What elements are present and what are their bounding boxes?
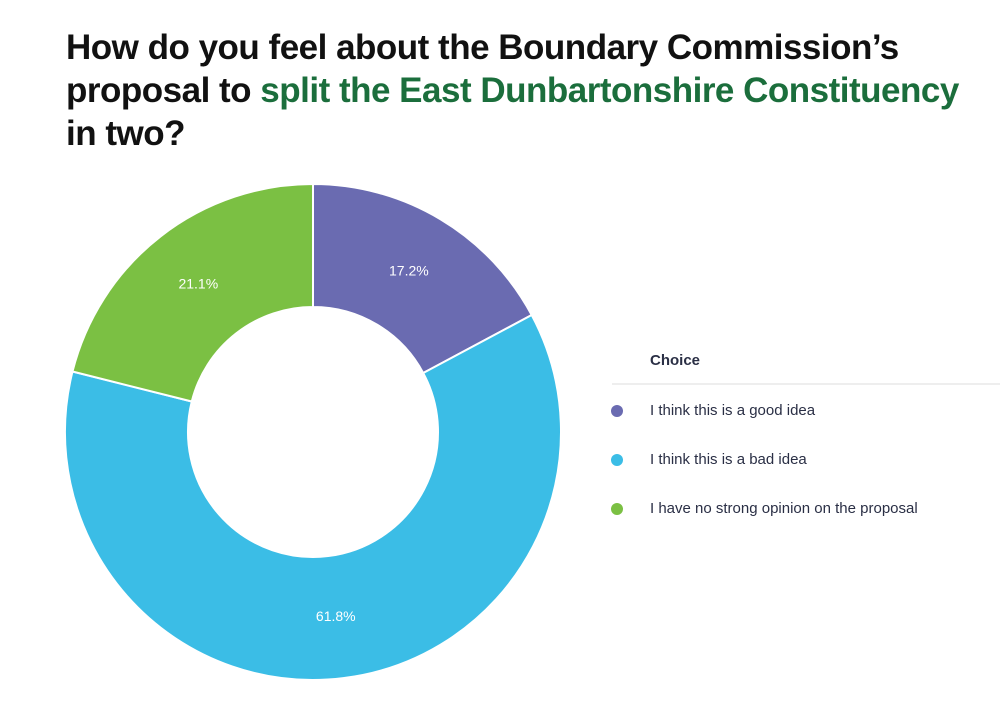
data-label: 61.8%: [316, 608, 356, 624]
title-part: in two?: [66, 114, 185, 153]
title-part: How do you feel about the Boundary Commi…: [66, 28, 899, 110]
legend-label: I think this is a good idea: [650, 402, 816, 419]
chart-title: How do you feel about the Boundary Commi…: [66, 26, 966, 155]
data-label: 17.2%: [389, 263, 429, 279]
legend-label: I have no strong opinion on the proposal: [650, 500, 918, 517]
donut-slice: [64, 313, 562, 681]
legend-marker: [611, 503, 623, 515]
legend-marker: [611, 405, 623, 417]
donut-slice: [71, 182, 314, 403]
title-highlight: split the East Dunbartonshire Constituen…: [260, 71, 959, 110]
data-label: 21.1%: [178, 276, 218, 292]
legend-marker: [611, 454, 623, 466]
legend-title: Choice: [650, 352, 700, 369]
donut-slice: [312, 182, 534, 375]
legend-label: I think this is a bad idea: [650, 451, 807, 468]
